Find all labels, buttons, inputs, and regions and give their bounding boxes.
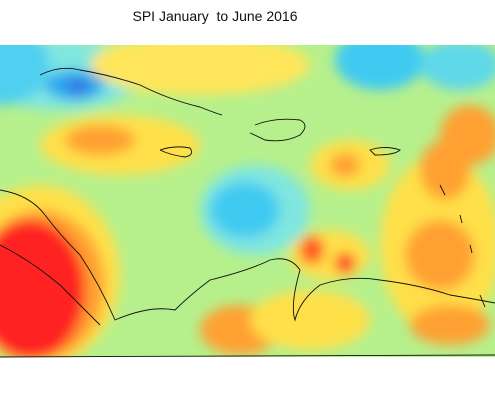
spi-field: [0, 45, 495, 357]
spi-map: [0, 45, 495, 358]
coastlines: [0, 67, 495, 358]
map-title: SPI January to June 2016: [132, 8, 298, 24]
